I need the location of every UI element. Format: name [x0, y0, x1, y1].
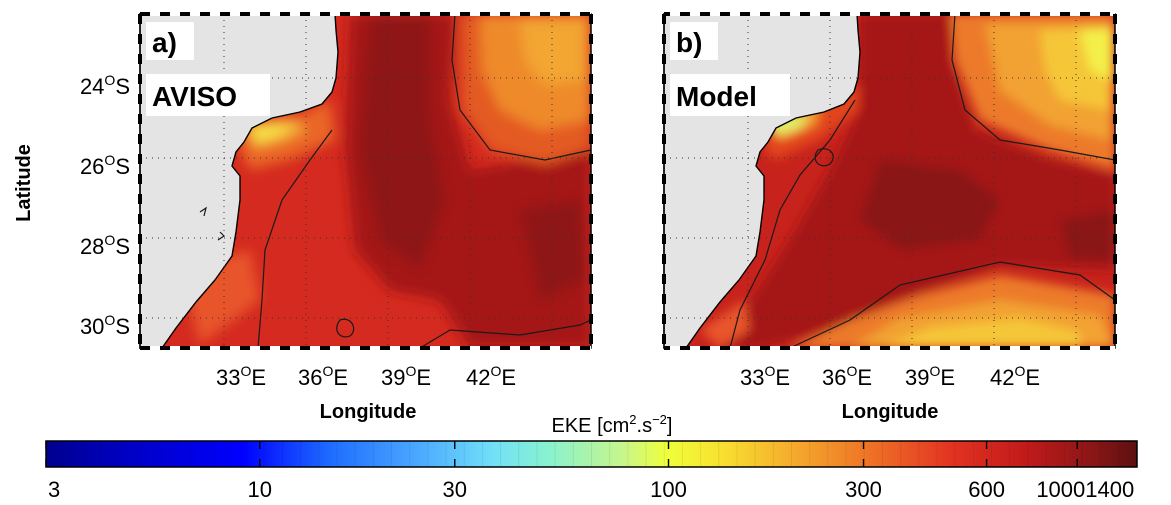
colorbar-bands — [63, 441, 1120, 467]
x-tick-42e-b: 42OE — [990, 363, 1040, 390]
panel-b-x-ticks: 33OE 36OE 39OE 42OE — [740, 363, 1040, 390]
panel-a-letter-box — [146, 22, 194, 60]
panel-a-x-ticks: 33OE 36OE 39OE 42OE — [216, 363, 516, 390]
colorbar — [45, 440, 1138, 468]
panel-a-y-ticks: 24OS 26OS 28OS 30OS — [80, 72, 130, 339]
panel-a-letter: a) — [152, 27, 177, 58]
colorbar-tick-label: 10 — [247, 477, 271, 502]
x-tick-33e-b: 33OE — [740, 363, 790, 390]
panel-b-x-axis-label: Longitude — [842, 401, 939, 423]
panel-b-title: Model — [676, 81, 757, 112]
y-tick-30s: 30OS — [80, 312, 130, 339]
panel-a-map: a) AVISO — [138, 12, 593, 350]
colorbar-ticks — [45, 441, 1078, 467]
x-tick-39e: 39OE — [381, 363, 431, 390]
colorbar-label: EKE [cm2.s−2] — [552, 412, 673, 437]
panel-b-map: b) Model — [662, 12, 1117, 350]
panel-a-title-box — [146, 74, 270, 116]
panel-b-title-box — [670, 74, 790, 116]
x-tick-42e: 42OE — [466, 363, 516, 390]
x-tick-33e: 33OE — [216, 363, 266, 390]
colorbar-tick-label: 10001400 — [1036, 477, 1134, 502]
panel-b-letter: b) — [676, 27, 702, 58]
colorbar-tick-labels: 3 10 30 100 300 600 10001400 — [48, 477, 1134, 502]
panel-b-letter-box — [670, 22, 718, 60]
x-tick-39e-b: 39OE — [905, 363, 955, 390]
y-tick-24s: 24OS — [80, 72, 130, 99]
colorbar-tick-label: 3 — [48, 477, 60, 502]
panel-a-title: AVISO — [152, 81, 237, 112]
colorbar-tick-label: 100 — [650, 477, 687, 502]
colorbar-tick-label: 600 — [968, 477, 1005, 502]
panel-a-x-axis-label: Longitude — [320, 401, 417, 423]
colorbar-tick-label: 30 — [443, 477, 467, 502]
x-tick-36e-b: 36OE — [822, 363, 872, 390]
x-tick-36e: 36OE — [298, 363, 348, 390]
y-axis-label: Latitude — [13, 144, 35, 222]
colorbar-tick-label: 300 — [845, 477, 882, 502]
y-tick-26s: 26OS — [80, 152, 130, 179]
y-tick-28s: 28OS — [80, 232, 130, 259]
